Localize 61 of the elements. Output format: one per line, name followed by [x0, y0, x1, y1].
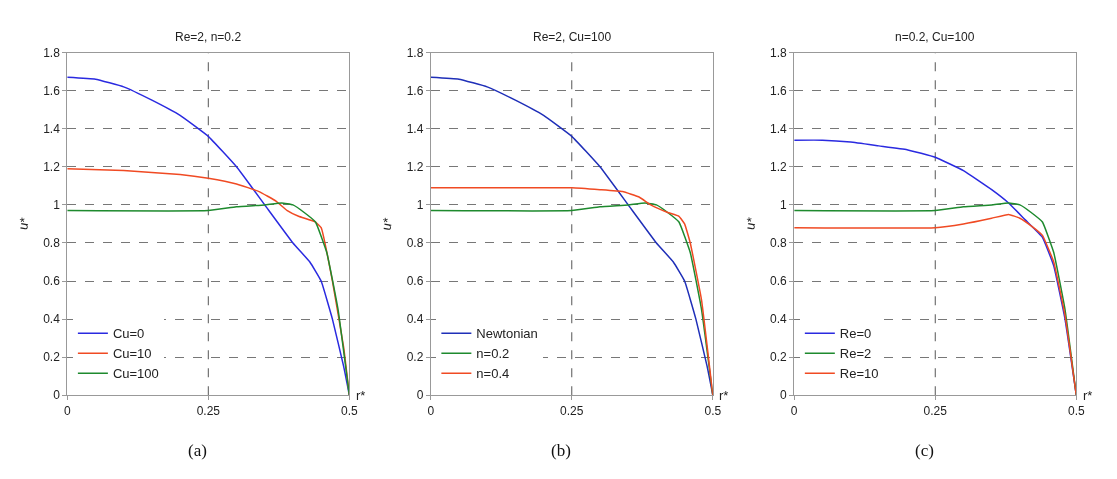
y-tick-label: 0.8 [406, 236, 424, 251]
y-tick-label: 1.4 [770, 121, 788, 136]
y-tick-label: 0.4 [770, 312, 788, 327]
y-tick-label: 1 [53, 198, 61, 213]
y-tick-label: 1.8 [406, 45, 424, 60]
y-axis-title: u* [742, 216, 759, 231]
chart-title: n=0.2, Cu=100 [895, 30, 975, 44]
x-axis-title: r* [719, 388, 729, 403]
y-tick-label: 0.2 [406, 350, 424, 365]
x-tick-label: 0 [63, 403, 71, 418]
line-series [67, 202, 350, 396]
y-tick-label: 1.6 [43, 83, 61, 98]
x-axis-title: r* [356, 388, 366, 403]
y-axis-title: u* [15, 216, 33, 232]
y-tick-label: 0.6 [43, 274, 61, 289]
y-tick-label: 0.6 [770, 274, 788, 289]
chart-title: Re=2, Cu=100 [533, 30, 612, 44]
y-tick-label: 1.6 [406, 83, 424, 98]
legend-label: Re=2 [839, 346, 872, 362]
y-tick-label: 1 [780, 198, 788, 213]
y-tick-label: 0.6 [406, 274, 424, 289]
y-tick-label: 1 [416, 198, 424, 213]
chart-title: Re=2, n=0.2 [175, 30, 242, 44]
x-tick-label: 0.25 [560, 403, 584, 418]
legend-label: n=0.4 [476, 366, 510, 382]
y-tick-label: 0.8 [43, 236, 61, 251]
x-tick-label: 0 [427, 403, 435, 418]
y-tick-label: 0 [53, 388, 61, 403]
legend-label: Re=10 [839, 366, 879, 382]
x-axis-title: r* [1083, 388, 1093, 403]
y-tick-label: 0.2 [770, 350, 788, 365]
x-tick-label: 0.5 [704, 403, 722, 418]
y-tick-label: 0 [416, 388, 424, 403]
y-tick-label: 0.2 [43, 350, 61, 365]
y-tick-label: 1.8 [43, 45, 61, 60]
text: (a) [188, 441, 207, 460]
legend-label: Cu=100 [112, 366, 159, 382]
y-tick-label: 1.2 [770, 160, 788, 175]
y-tick-label: 0.4 [43, 312, 61, 327]
y-tick-label: 1.8 [770, 45, 788, 60]
legend-label: Cu=0 [112, 326, 145, 342]
x-tick-label: 0.5 [341, 403, 359, 418]
y-tick-label: 1.6 [770, 83, 788, 98]
y-axis-title: u* [378, 216, 396, 232]
y-tick-label: 1.4 [406, 121, 424, 136]
y-tick-label: 1.2 [43, 160, 61, 175]
y-tick-label: 0.8 [770, 236, 788, 251]
legend-label: n=0.2 [476, 346, 510, 362]
text: (b) [551, 441, 571, 460]
x-tick-label: 0.25 [923, 403, 948, 418]
legend-label: Cu=10 [112, 346, 152, 362]
legend-label: Re=0 [839, 326, 872, 342]
y-tick-label: 1.2 [406, 160, 424, 175]
x-tick-label: 0.5 [1067, 403, 1085, 418]
x-tick-label: 0 [790, 403, 798, 418]
legend-label: Newtonian [476, 326, 538, 342]
x-tick-label: 0.25 [196, 403, 221, 418]
y-tick-label: 1.4 [43, 121, 61, 136]
y-tick-label: 0 [780, 388, 788, 403]
y-tick-label: 0.4 [406, 312, 424, 327]
text: (c) [915, 441, 934, 460]
